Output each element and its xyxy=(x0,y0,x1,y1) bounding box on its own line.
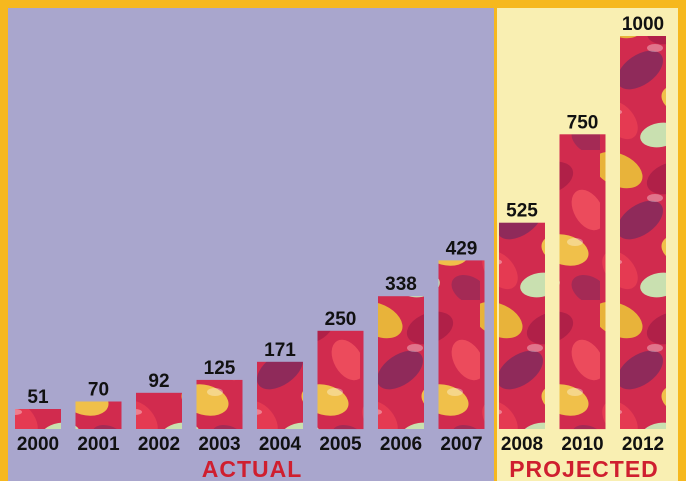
x-tick-label-2006: 2006 xyxy=(380,434,422,455)
bar-2003 xyxy=(196,379,243,429)
bar-2006 xyxy=(378,296,424,429)
value-label-2005: 250 xyxy=(325,309,357,330)
bar-2010 xyxy=(559,134,606,430)
value-label-2003: 125 xyxy=(204,358,236,379)
value-label-2008: 525 xyxy=(506,201,538,222)
x-tick-label-2007: 2007 xyxy=(440,434,482,455)
bar-2012 xyxy=(620,36,666,429)
x-tick-label-2012: 2012 xyxy=(622,434,664,455)
x-tick-label-2005: 2005 xyxy=(319,434,362,455)
x-tick-label-2002: 2002 xyxy=(138,434,180,455)
bar-2008 xyxy=(499,222,545,429)
x-tick-label-2001: 2001 xyxy=(77,434,120,455)
tick-labels-layer: 2000 2001 2002 2003 2004 2005 2006 2007 2008 2010… xyxy=(17,434,664,455)
value-labels-layer: 51 70 92 125 171 250 338 429 525 750 1000 xyxy=(27,14,664,408)
group-label-actual: ACTUAL xyxy=(202,456,303,481)
bar-2001 xyxy=(75,401,122,429)
value-label-2006: 338 xyxy=(385,274,417,295)
group-label-projected: PROJECTED xyxy=(509,456,659,481)
value-label-2010: 750 xyxy=(567,112,599,133)
bars-layer xyxy=(15,36,666,430)
bar-2000 xyxy=(15,409,61,429)
x-tick-label-2010: 2010 xyxy=(561,434,603,455)
value-label-2004: 171 xyxy=(264,340,296,361)
bar-2002 xyxy=(136,392,182,429)
value-label-2001: 70 xyxy=(88,380,109,401)
value-label-2002: 92 xyxy=(148,371,169,392)
value-label-2007: 429 xyxy=(446,238,478,259)
value-label-2012: 1000 xyxy=(622,14,664,35)
x-tick-label-2004: 2004 xyxy=(259,434,302,455)
bar-2005 xyxy=(317,330,364,430)
value-label-2000: 51 xyxy=(27,387,49,408)
x-tick-label-2008: 2008 xyxy=(501,434,543,455)
x-tick-label-2000: 2000 xyxy=(17,434,59,455)
bar-2004 xyxy=(257,361,303,429)
bar-2007 xyxy=(438,260,485,429)
x-tick-label-2003: 2003 xyxy=(198,434,240,455)
